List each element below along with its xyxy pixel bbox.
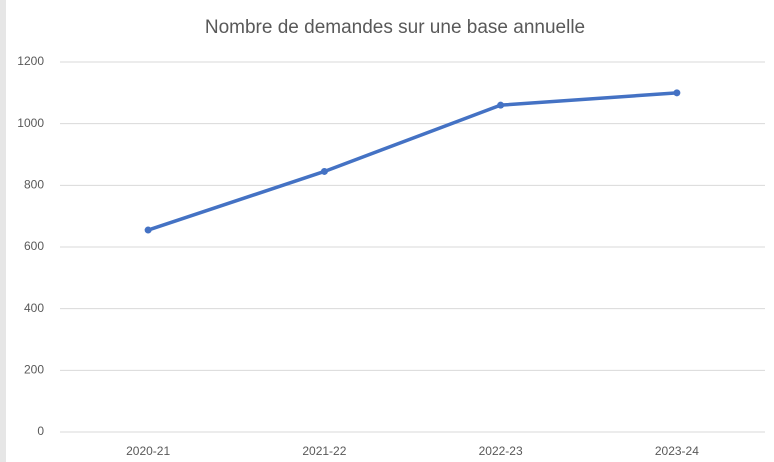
y-tick-label: 800 (24, 178, 44, 192)
x-tick-label: 2021-22 (302, 444, 346, 458)
x-tick-label: 2022-23 (479, 444, 523, 458)
y-tick-label: 0 (37, 424, 44, 438)
point (320, 167, 328, 175)
chart-title: Nombre de demandes sur une base annuelle (205, 17, 585, 38)
line (146, 91, 679, 232)
y-tick-label: 1000 (17, 116, 44, 130)
point (673, 89, 681, 97)
x-tick-label: 2023-24 (655, 444, 699, 458)
y-tick-label: 600 (24, 239, 44, 253)
point (497, 101, 505, 109)
frame-edge (0, 0, 6, 462)
point (144, 226, 152, 234)
y-tick-label: 200 (24, 363, 44, 377)
y-tick-label: 1200 (17, 54, 44, 68)
x-tick-label: 2020-21 (126, 444, 170, 458)
y-tick-label: 400 (24, 301, 44, 315)
